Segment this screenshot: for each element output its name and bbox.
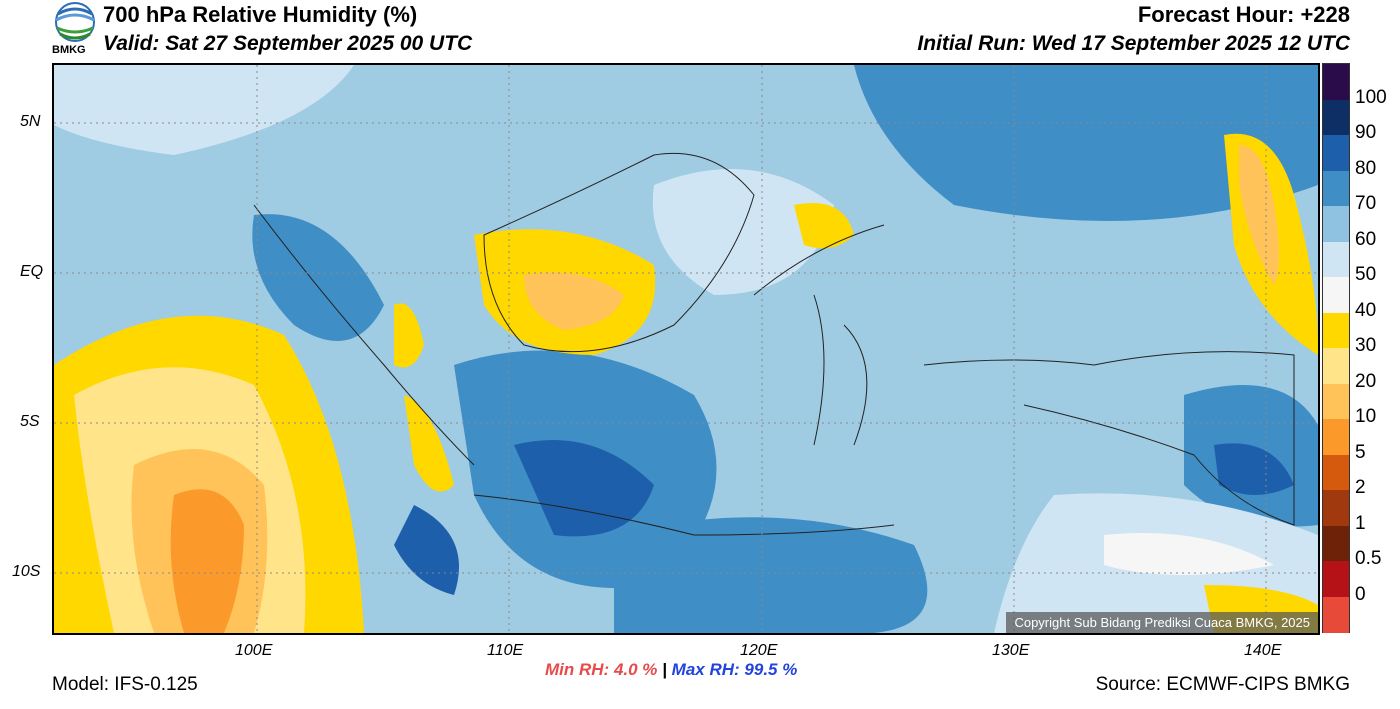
legend-swatch: [1323, 596, 1349, 634]
lon-label-110e: 110E: [487, 642, 524, 659]
legend-label-0-5: 0.5: [1355, 548, 1382, 569]
stats-separator: |: [662, 660, 667, 679]
legend-label-0: 0: [1355, 584, 1366, 605]
max-rh-value: 99.5 %: [744, 660, 798, 679]
legend-label-30: 30: [1355, 335, 1377, 356]
max-rh-label: Max RH:: [671, 660, 740, 679]
lon-label-140e: 140E: [1244, 642, 1282, 659]
legend-label-100: 100: [1355, 87, 1387, 108]
min-rh-value: 4.0 %: [613, 660, 658, 679]
lat-label-5s: 5S: [20, 413, 40, 430]
legend-label-2: 2: [1355, 477, 1366, 498]
rh-stats: Min RH: 4.0 % | Max RH: 99.5 %: [545, 660, 797, 680]
map-title: 700 hPa Relative Humidity (%): [103, 2, 418, 27]
legend-swatch: [1323, 312, 1349, 350]
legend-label-90: 90: [1355, 122, 1377, 143]
copyright-notice: Copyright Sub Bidang Prediksi Cuaca BMKG…: [1006, 612, 1318, 633]
legend-label-80: 80: [1355, 158, 1377, 179]
lon-label-120e: 120E: [740, 642, 778, 659]
map-field: [54, 65, 1318, 633]
legend-swatch: [1323, 64, 1349, 101]
legend-swatch: [1323, 454, 1349, 492]
legend-swatch: [1323, 135, 1349, 172]
legend-label-5: 5: [1355, 442, 1366, 463]
humidity-map: Copyright Sub Bidang Prediksi Cuaca BMKG…: [52, 63, 1320, 635]
legend-label-70: 70: [1355, 193, 1377, 214]
lon-label-100e: 100E: [235, 642, 273, 659]
valid-time: Valid: Sat 27 September 2025 00 UTC: [103, 32, 473, 55]
legend-swatch: [1323, 561, 1349, 598]
legend-swatch: [1323, 383, 1349, 421]
legend-label-10: 10: [1355, 406, 1377, 427]
bmkg-logo: BMKG: [50, 2, 100, 60]
forecast-hour: Forecast Hour: +228: [1137, 2, 1350, 27]
model-label: Model: IFS-0.125: [52, 674, 198, 695]
initial-run: Initial Run: Wed 17 September 2025 12 UT…: [917, 32, 1350, 55]
legend-swatch: [1323, 419, 1349, 456]
legend-label-1: 1: [1355, 513, 1366, 534]
legend-swatch: [1323, 241, 1349, 279]
legend-swatch: [1323, 170, 1349, 208]
legend-swatch: [1323, 525, 1349, 563]
source-label: Source: ECMWF-CIPS BMKG: [1095, 674, 1350, 695]
legend-swatch: [1323, 206, 1349, 243]
color-legend: [1322, 63, 1350, 634]
legend-label-60: 60: [1355, 229, 1377, 250]
legend-swatch: [1323, 99, 1349, 137]
logo-text: BMKG: [52, 44, 86, 56]
lat-label-eq: EQ: [20, 263, 44, 280]
min-rh-label: Min RH:: [545, 660, 610, 679]
legend-swatch: [1323, 348, 1349, 385]
legend-swatch: [1323, 277, 1349, 314]
lon-label-130e: 130E: [992, 642, 1030, 659]
legend-swatch: [1323, 490, 1349, 527]
lat-label-10s: 10S: [12, 563, 41, 580]
legend-label-50: 50: [1355, 264, 1377, 285]
lat-label-5n: 5N: [20, 113, 41, 130]
legend-label-40: 40: [1355, 300, 1377, 321]
legend-label-20: 20: [1355, 371, 1377, 392]
